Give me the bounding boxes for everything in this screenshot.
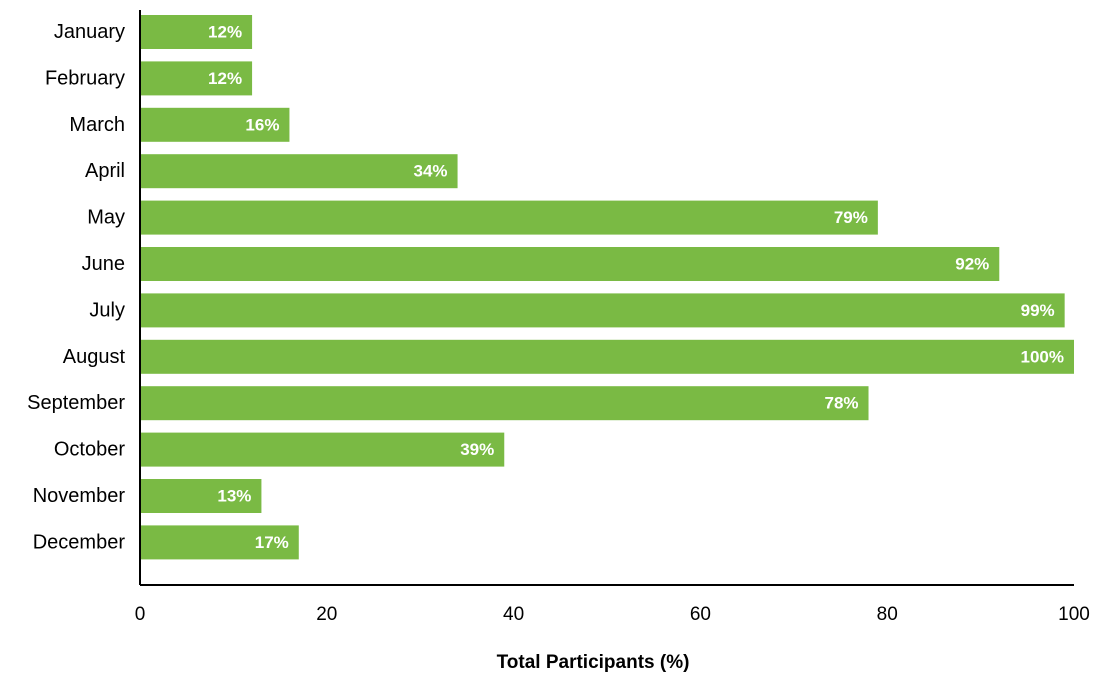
category-label-january: January — [54, 21, 125, 43]
data-label-august: 100% — [1021, 347, 1064, 366]
x-tick-label-60: 60 — [690, 604, 711, 625]
category-label-september: September — [27, 392, 125, 414]
bar-june — [140, 247, 1000, 281]
bar-may — [140, 200, 878, 235]
data-label-march: 16% — [245, 115, 279, 134]
x-tick-label-20: 20 — [316, 604, 337, 625]
data-label-may: 79% — [834, 208, 868, 227]
bar-december — [140, 525, 299, 560]
category-labels-layer: January February March April May June July Augu… — [27, 21, 125, 553]
tick-labels-layer: 0 20 40 60 80 100 — [135, 604, 1090, 625]
data-labels-layer: 12% 12% 16% 34% 79% 92% 99% 100% 78% 39% 13% 17% — [208, 23, 1064, 552]
data-label-september: 78% — [824, 394, 858, 413]
x-tick-label-0: 0 — [135, 604, 146, 625]
category-label-november: November — [33, 485, 126, 507]
bar-february — [140, 61, 253, 96]
data-label-january: 12% — [208, 23, 242, 42]
category-label-april: April — [85, 160, 125, 182]
category-label-july: July — [89, 299, 125, 321]
bar-october — [140, 432, 505, 467]
x-tick-label-100: 100 — [1058, 604, 1090, 625]
category-label-may: May — [87, 207, 125, 229]
category-label-august: August — [63, 346, 126, 368]
bar-april — [140, 154, 458, 189]
bar-september — [140, 386, 869, 421]
bar-november — [140, 479, 262, 513]
bar-august — [140, 339, 1074, 374]
bar-january — [140, 15, 253, 49]
x-tick-label-40: 40 — [503, 604, 524, 625]
data-label-june: 92% — [955, 255, 989, 274]
data-label-november: 13% — [217, 487, 251, 506]
data-label-february: 12% — [208, 69, 242, 88]
category-label-march: March — [69, 114, 125, 136]
bar-july — [140, 293, 1065, 328]
data-label-april: 34% — [414, 162, 448, 181]
category-label-june: June — [82, 253, 125, 275]
x-tick-label-80: 80 — [877, 604, 898, 625]
category-label-october: October — [54, 439, 125, 461]
category-label-december: December — [33, 531, 126, 553]
x-axis-title: Total Participants (%) — [497, 652, 690, 673]
data-label-october: 39% — [460, 440, 494, 459]
bar-march — [140, 107, 290, 142]
data-label-july: 99% — [1021, 301, 1055, 320]
bars-layer — [140, 15, 1074, 560]
category-label-february: February — [45, 67, 125, 89]
data-label-december: 17% — [255, 533, 289, 552]
